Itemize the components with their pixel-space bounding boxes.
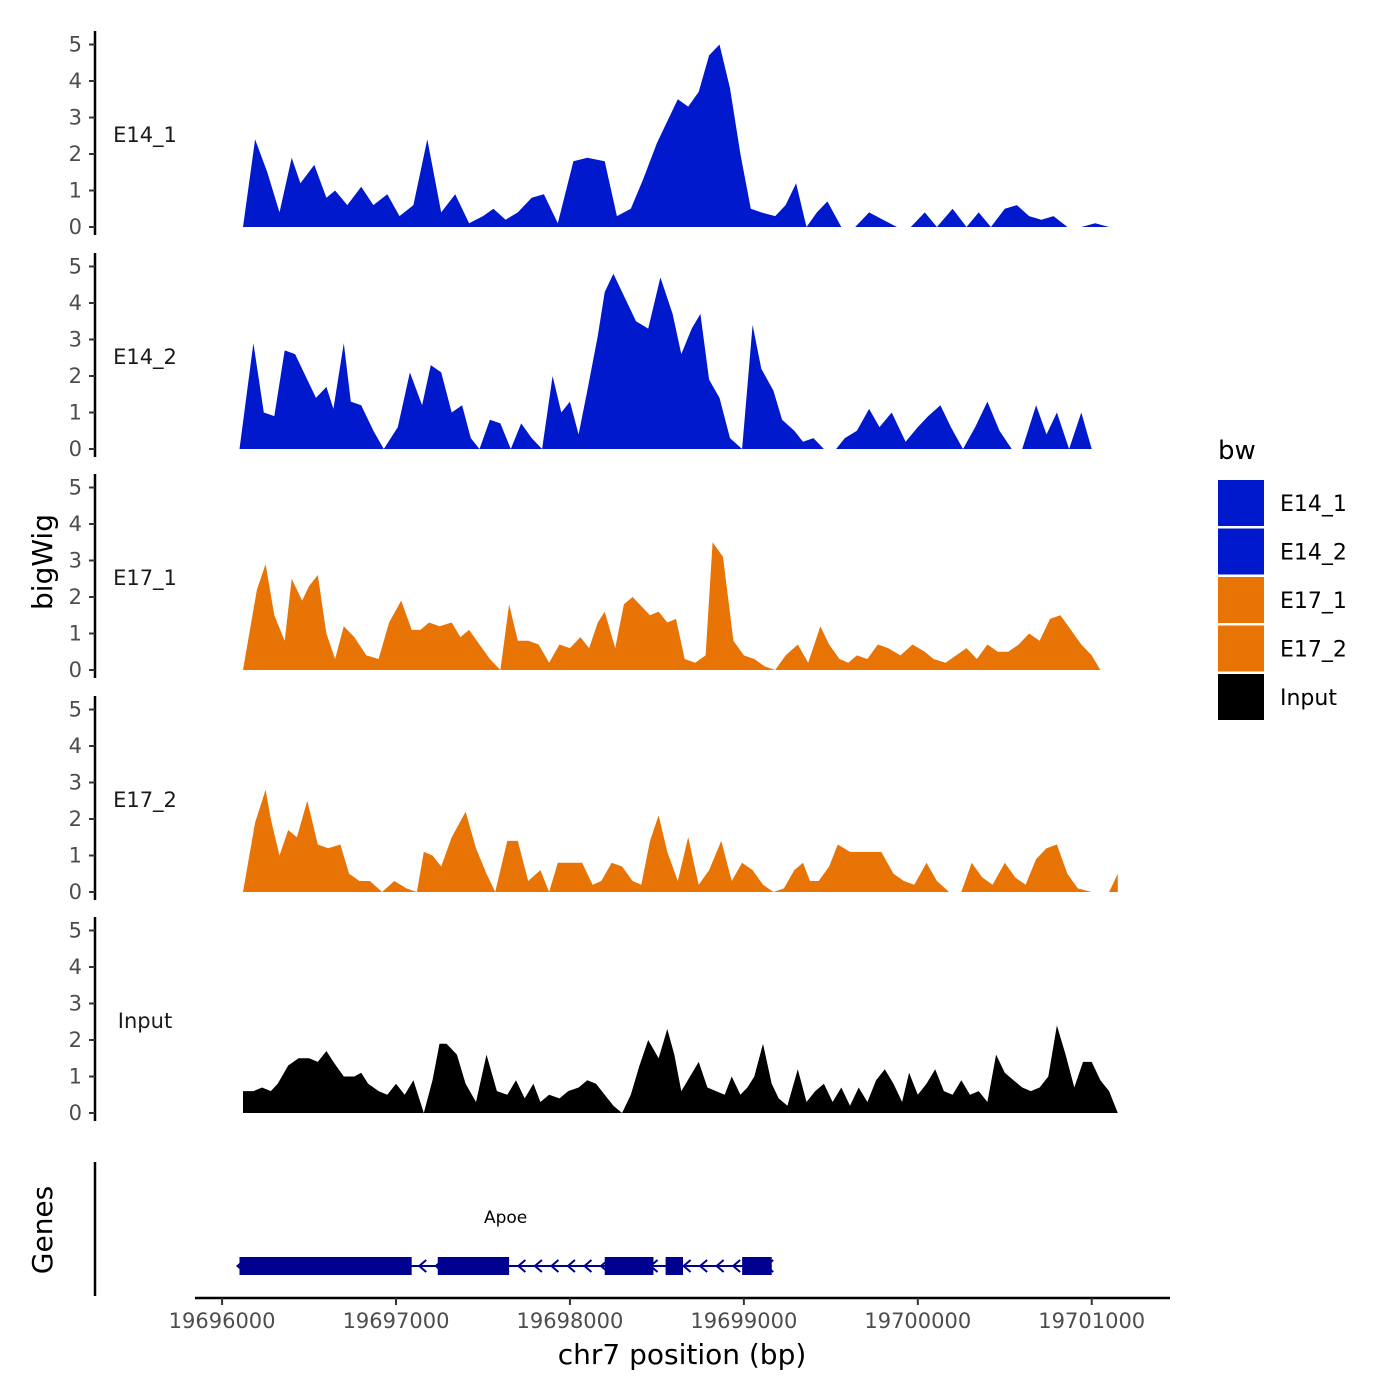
gene-exons [239, 1257, 772, 1275]
track-label: E14_2 [113, 345, 177, 370]
y-tick-label: 4 [69, 291, 82, 315]
x-ticks: 19696000 19697000 19698000 19699000 19700000… [169, 1298, 1145, 1333]
y-tick-label: 4 [69, 512, 82, 536]
strand-arrow [417, 1259, 427, 1273]
legend-swatch [1218, 625, 1264, 672]
strand-arrow [516, 1259, 527, 1273]
y-axis-title: bigWig [26, 514, 59, 610]
gene-exon [239, 1257, 412, 1275]
y-tick-label: 5 [69, 476, 82, 500]
track-label: E17_1 [113, 566, 177, 591]
x-tick-label: 19701000 [1038, 1309, 1145, 1333]
strand-arrow [582, 1259, 593, 1273]
tracks: 0 1 2 3 4 5 E14_1 0 1 2 3 4 5 E14_2 0 1 2 3 4 5 E17_1 0 1 2 3 4 5 E… [69, 31, 1118, 1125]
strand-arrow [566, 1259, 576, 1273]
track-E14_1: 0 1 2 3 4 5 E14_1 [69, 31, 1118, 239]
y-tick-label: 0 [69, 658, 82, 682]
gene-exon [604, 1257, 654, 1275]
x-tick-label: 19700000 [864, 1309, 971, 1333]
legend-label: E17_2 [1280, 638, 1347, 663]
y-tick-label: 1 [69, 179, 82, 203]
y-tick-label: 3 [69, 328, 82, 352]
legend: bw E14_1 E14_2 E17_1 E17_2 Input [1218, 436, 1347, 720]
strand-arrow [731, 1259, 741, 1273]
y-tick-label: 3 [69, 992, 82, 1016]
track-E14_2: 0 1 2 3 4 5 E14_2 [69, 253, 1115, 461]
coverage-area-E17_1 [243, 542, 1118, 670]
legend-swatch [1218, 528, 1264, 575]
genes-axis-title: Genes [26, 1186, 59, 1274]
y-tick-label: 4 [69, 69, 82, 93]
y-tick-label: 0 [69, 880, 82, 904]
gene-name-label: Apoe [484, 1208, 527, 1228]
y-tick-label: 5 [69, 33, 82, 57]
legend-swatch [1218, 577, 1264, 623]
strand-arrow [682, 1259, 692, 1273]
track-Input: 0 1 2 3 4 5 Input [69, 917, 1118, 1125]
legend-label: E14_1 [1280, 492, 1347, 517]
x-axis-title: chr7 position (bp) [558, 1338, 807, 1371]
y-tick-label: 3 [69, 106, 82, 130]
gene-exon [742, 1257, 772, 1275]
legend-items: E14_1 E14_2 E17_1 E17_2 Input [1218, 480, 1347, 720]
track-label: E14_1 [113, 123, 177, 148]
y-tick-label: 1 [69, 844, 82, 868]
gene-exon [437, 1257, 510, 1275]
x-tick-label: 19699000 [690, 1309, 797, 1333]
y-tick-label: 5 [69, 698, 82, 722]
coverage-area-E14_1 [243, 44, 1118, 227]
legend-swatch [1218, 480, 1264, 526]
legend-label: Input [1280, 686, 1337, 711]
track-label: Input [118, 1009, 172, 1033]
coverage-area-E14_2 [239, 273, 1115, 449]
y-tick-label: 1 [69, 622, 82, 646]
y-tick-label: 0 [69, 437, 82, 461]
track-E17_1: 0 1 2 3 4 5 E17_1 [69, 474, 1118, 682]
y-tick-label: 0 [69, 1101, 82, 1125]
y-tick-label: 2 [69, 364, 82, 388]
y-tick-label: 0 [69, 215, 82, 239]
track-label: E17_2 [113, 788, 177, 813]
y-tick-label: 3 [69, 549, 82, 573]
legend-label: E17_1 [1280, 589, 1347, 614]
y-tick-label: 2 [69, 585, 82, 609]
x-tick-label: 19698000 [517, 1309, 624, 1333]
y-tick-label: 2 [69, 142, 82, 166]
y-tick-label: 2 [69, 1028, 82, 1052]
y-tick-label: 5 [69, 919, 82, 943]
y-tick-label: 2 [69, 807, 82, 831]
y-tick-label: 4 [69, 955, 82, 979]
x-tick-label: 19697000 [343, 1309, 450, 1333]
coverage-area-E17_2 [243, 789, 1118, 892]
legend-label: E14_2 [1280, 541, 1347, 566]
y-tick-label: 1 [69, 1065, 82, 1089]
y-tick-label: 5 [69, 255, 82, 279]
y-tick-label: 3 [69, 771, 82, 795]
strand-arrow [549, 1259, 560, 1273]
track-E17_2: 0 1 2 3 4 5 E17_2 [69, 696, 1118, 904]
gene-exon [665, 1257, 683, 1275]
x-tick-label: 19696000 [169, 1309, 276, 1333]
legend-title: bw [1218, 436, 1256, 466]
strand-arrow [533, 1259, 543, 1273]
legend-swatch [1218, 674, 1264, 720]
coverage-area-Input [243, 1025, 1118, 1113]
x-axis: 19696000 19697000 19698000 19699000 19700000… [169, 1296, 1170, 1371]
strand-arrow [698, 1259, 708, 1273]
strand-arrow [715, 1259, 725, 1273]
genes-track: Genes Apoe [26, 1162, 774, 1296]
y-tick-label: 4 [69, 734, 82, 758]
y-tick-label: 1 [69, 401, 82, 425]
